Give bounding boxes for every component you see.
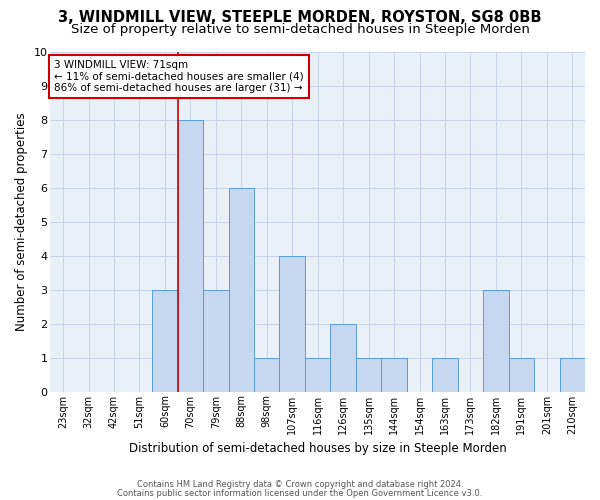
Text: Contains public sector information licensed under the Open Government Licence v3: Contains public sector information licen… — [118, 489, 482, 498]
Bar — [178, 120, 203, 392]
Bar — [152, 290, 178, 392]
Bar — [483, 290, 509, 392]
Bar — [254, 358, 280, 392]
Bar — [305, 358, 331, 392]
Text: 3, WINDMILL VIEW, STEEPLE MORDEN, ROYSTON, SG8 0BB: 3, WINDMILL VIEW, STEEPLE MORDEN, ROYSTO… — [58, 10, 542, 25]
Bar — [560, 358, 585, 392]
Y-axis label: Number of semi-detached properties: Number of semi-detached properties — [15, 112, 28, 331]
Bar — [382, 358, 407, 392]
Text: 3 WINDMILL VIEW: 71sqm
← 11% of semi-detached houses are smaller (4)
86% of semi: 3 WINDMILL VIEW: 71sqm ← 11% of semi-det… — [54, 60, 304, 93]
X-axis label: Distribution of semi-detached houses by size in Steeple Morden: Distribution of semi-detached houses by … — [129, 442, 506, 455]
Text: Contains HM Land Registry data © Crown copyright and database right 2024.: Contains HM Land Registry data © Crown c… — [137, 480, 463, 489]
Bar — [280, 256, 305, 392]
Bar — [203, 290, 229, 392]
Bar — [331, 324, 356, 392]
Bar — [432, 358, 458, 392]
Bar — [356, 358, 382, 392]
Bar — [509, 358, 534, 392]
Bar — [229, 188, 254, 392]
Text: Size of property relative to semi-detached houses in Steeple Morden: Size of property relative to semi-detach… — [71, 22, 529, 36]
